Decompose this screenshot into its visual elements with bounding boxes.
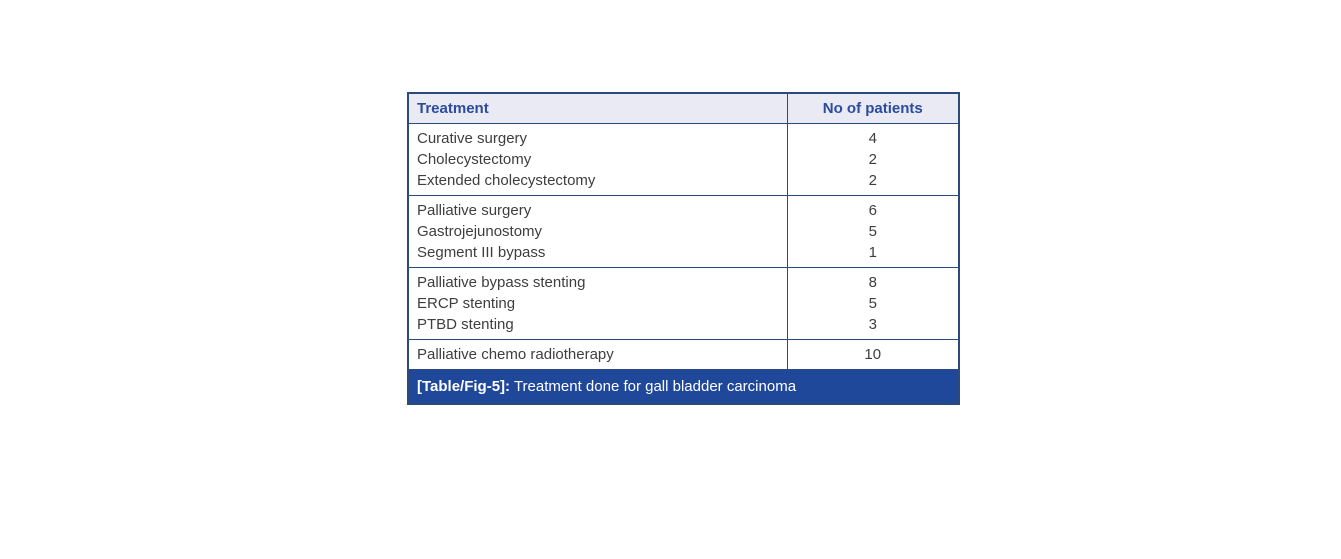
table-caption: [Table/Fig-5]: Treatment done for gall b… (407, 369, 960, 405)
header-treatment: Treatment (407, 92, 788, 124)
figure-table-container: Treatment No of patients Curative surger… (407, 92, 960, 405)
treatment-cell: Palliative surgery Gastrojejunostomy Seg… (407, 195, 788, 268)
treatment-line: PTBD stenting (417, 316, 514, 333)
treatment-line: Gastrojejunostomy (417, 223, 543, 240)
treatment-line: Cholecystectomy (417, 151, 532, 168)
patients-value: 8 (868, 274, 877, 291)
header-row: Treatment No of patients (407, 92, 960, 124)
treatment-line: Curative surgery (417, 130, 528, 147)
patients-value: 2 (868, 151, 877, 168)
treatment-cell: Palliative bypass stenting ERCP stenting… (407, 267, 788, 340)
treatment-cell: Curative surgery Cholecystectomy Extende… (407, 123, 788, 196)
patients-value: 1 (868, 244, 877, 261)
treatment-line: Palliative bypass stenting (417, 274, 586, 291)
table-row-chemo-radiotherapy: Palliative chemo radiotherapy 10 (407, 339, 960, 370)
caption-label: [Table/Fig-5]: (417, 378, 511, 395)
patients-value: 2 (868, 172, 877, 189)
treatment-table: Treatment No of patients Curative surger… (407, 92, 960, 405)
patients-value: 3 (868, 316, 877, 333)
table-caption-row: [Table/Fig-5]: Treatment done for gall b… (407, 369, 960, 405)
table-row-group-palliative-surgery: Palliative surgery Gastrojejunostomy Seg… (407, 195, 960, 268)
patients-cell: 10 (786, 339, 960, 370)
table-row-group-curative: Curative surgery Cholecystectomy Extende… (407, 123, 960, 196)
patients-value: 5 (868, 223, 877, 240)
patients-value: 4 (868, 130, 877, 147)
table-body: Curative surgery Cholecystectomy Extende… (407, 123, 960, 405)
treatment-line: Palliative surgery (417, 202, 532, 219)
header-no-of-patients: No of patients (786, 92, 960, 124)
treatment-line: Segment III bypass (417, 244, 546, 261)
treatment-line: ERCP stenting (417, 295, 516, 312)
patients-cell: 8 5 3 (786, 267, 960, 340)
patients-cell: 4 2 2 (786, 123, 960, 196)
treatment-cell: Palliative chemo radiotherapy (407, 339, 788, 370)
patients-value: 5 (868, 295, 877, 312)
patients-cell: 6 5 1 (786, 195, 960, 268)
treatment-line: Palliative chemo radiotherapy (417, 346, 614, 363)
table-row-group-bypass-stenting: Palliative bypass stenting ERCP stenting… (407, 267, 960, 340)
patients-value: 10 (864, 346, 882, 363)
caption-text: Treatment done for gall bladder carcinom… (510, 378, 797, 395)
patients-value: 6 (868, 202, 877, 219)
table-header: Treatment No of patients (407, 92, 960, 124)
treatment-line: Extended cholecystectomy (417, 172, 596, 189)
